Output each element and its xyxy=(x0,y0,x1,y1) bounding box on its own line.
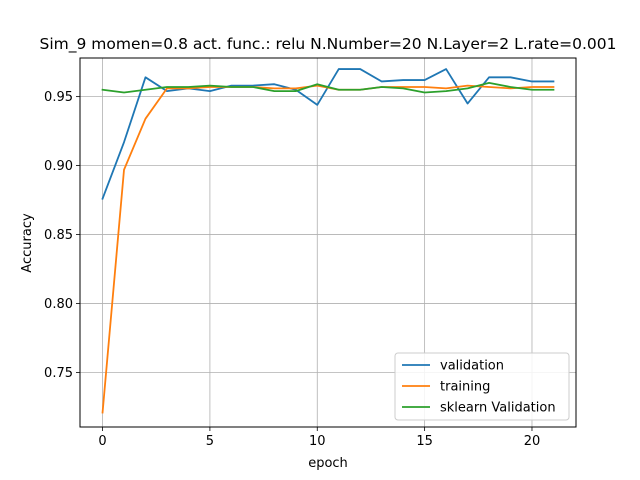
x-tick-label: 5 xyxy=(206,434,214,449)
y-tick-label: 0.75 xyxy=(44,366,73,381)
legend-box xyxy=(394,352,570,421)
x-tick-label: 0 xyxy=(98,434,106,449)
y-tick-label: 0.80 xyxy=(44,297,73,312)
y-tick-label: 0.90 xyxy=(44,159,73,174)
series-line-sklearn-validation xyxy=(101,81,555,94)
legend-entries: validation training sklearn Validation xyxy=(402,359,556,416)
legend-label-training: training xyxy=(440,380,490,395)
legend: validation training sklearn Validation xyxy=(394,352,570,421)
legend-label-sklearn-validation: sklearn Validation xyxy=(440,401,556,416)
plot-frame xyxy=(79,57,577,428)
y-axis-label: Accuracy xyxy=(20,213,35,273)
legend-label-validation: validation xyxy=(440,359,504,374)
x-tick-label: 10 xyxy=(309,434,326,449)
x-axis-label: epoch xyxy=(308,456,348,471)
x-tick-label: 15 xyxy=(416,434,433,449)
y-tick-label: 0.85 xyxy=(44,228,73,243)
x-tick-label: 20 xyxy=(524,434,541,449)
chart-title: Sim_9 momen=0.8 act. func.: relu N.Numbe… xyxy=(39,35,616,54)
y-tick-label: 0.95 xyxy=(44,90,73,105)
series-lines xyxy=(101,68,555,414)
axis-ticks: 0 5 10 15 20 0.75 0.80 0.85 0.90 0.95 xyxy=(44,90,540,449)
grid xyxy=(80,58,576,427)
